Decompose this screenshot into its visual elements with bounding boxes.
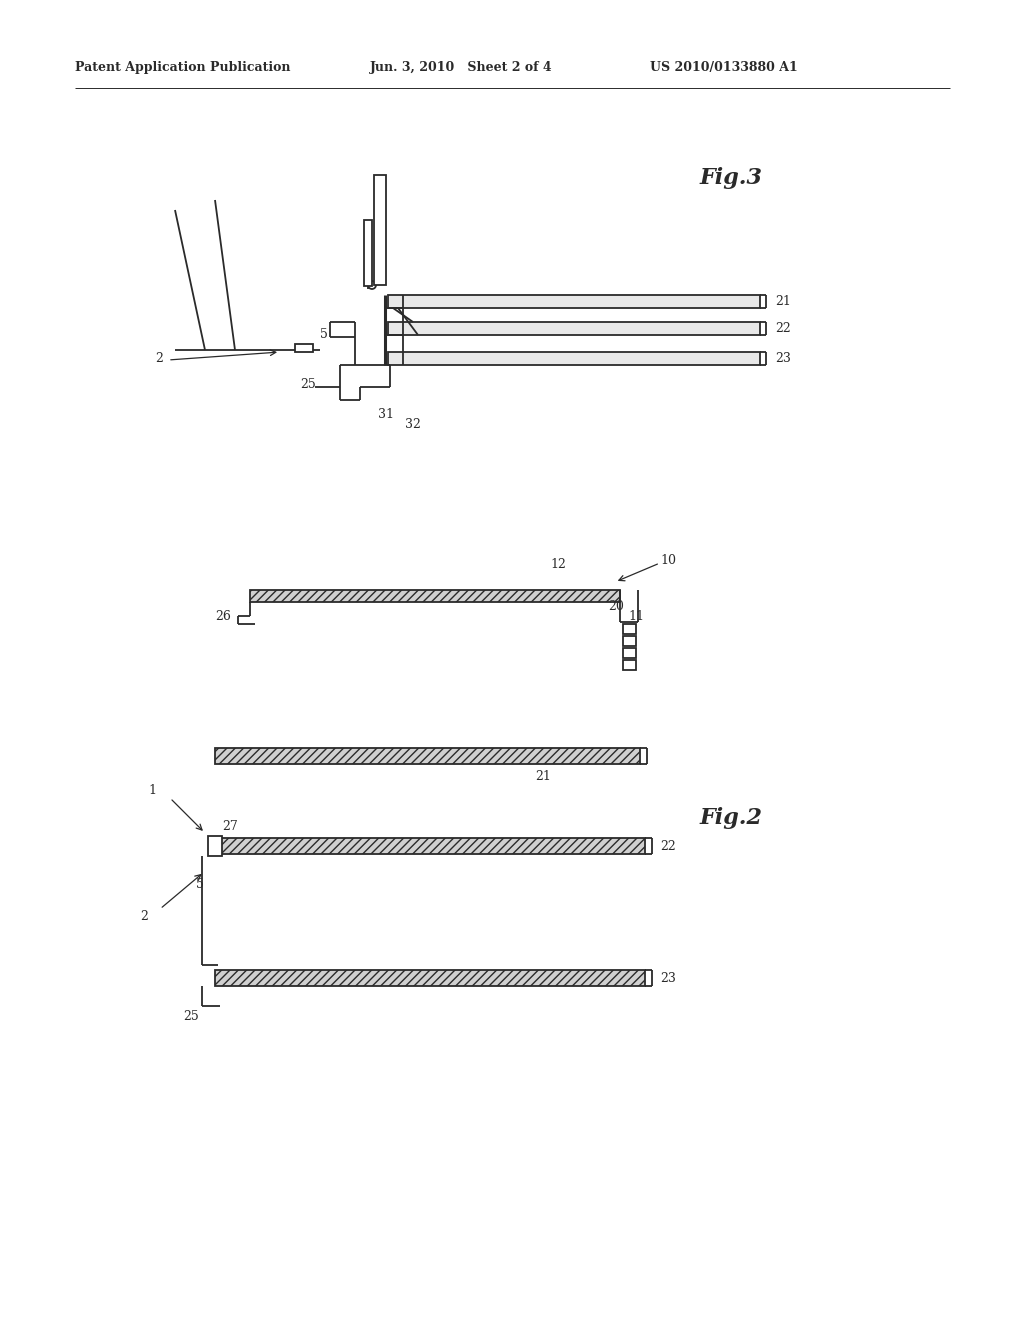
Bar [623,648,636,657]
Text: 21: 21 [775,294,791,308]
Bar [215,970,645,986]
Text: Patent Application Publication: Patent Application Publication [75,62,291,74]
Bar [374,176,386,285]
Bar [623,660,636,671]
Text: 11: 11 [628,610,644,623]
Text: 5: 5 [319,329,328,342]
Text: 31: 31 [378,408,394,421]
Text: 10: 10 [660,553,676,566]
Bar [623,636,636,645]
Text: 23: 23 [775,352,791,366]
Bar [388,352,760,366]
Text: 22: 22 [660,840,676,853]
Text: 27: 27 [222,820,238,833]
Bar [388,322,760,335]
Text: 12: 12 [550,558,566,572]
Bar [388,294,760,308]
Text: 2: 2 [140,909,147,923]
Text: 21: 21 [535,770,551,783]
Bar [208,836,222,855]
Text: Fig.2: Fig.2 [700,807,763,829]
Text: 20: 20 [608,599,624,612]
Text: 23: 23 [660,972,676,985]
Text: 22: 22 [775,322,791,335]
Text: 32: 32 [406,418,421,432]
Bar [364,220,372,286]
Bar [215,748,640,764]
Bar [250,590,620,602]
Text: Jun. 3, 2010   Sheet 2 of 4: Jun. 3, 2010 Sheet 2 of 4 [370,62,553,74]
Bar [295,345,313,352]
Text: 25: 25 [300,379,315,392]
Text: 26: 26 [215,610,230,623]
Text: US 2010/0133880 A1: US 2010/0133880 A1 [650,62,798,74]
Text: 2: 2 [155,351,163,364]
Text: 25: 25 [183,1010,199,1023]
Bar [623,624,636,634]
Bar [215,838,645,854]
Text: Fig.3: Fig.3 [700,168,763,189]
Text: 5: 5 [196,878,204,891]
Text: 1: 1 [148,784,156,796]
